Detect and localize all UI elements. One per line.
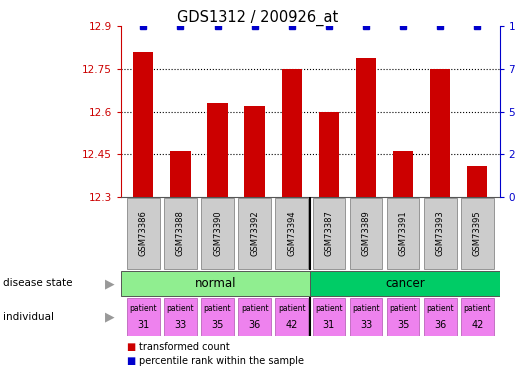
Text: GSM73391: GSM73391 — [399, 211, 407, 256]
FancyBboxPatch shape — [387, 198, 419, 269]
FancyBboxPatch shape — [164, 298, 197, 336]
Text: normal: normal — [195, 277, 236, 290]
FancyBboxPatch shape — [310, 271, 500, 296]
Text: GSM73393: GSM73393 — [436, 211, 444, 256]
FancyBboxPatch shape — [127, 298, 160, 336]
Text: 42: 42 — [285, 320, 298, 330]
Text: patient: patient — [389, 304, 417, 313]
Text: disease state: disease state — [3, 279, 72, 288]
Text: patient: patient — [204, 304, 231, 313]
FancyBboxPatch shape — [424, 198, 456, 269]
FancyBboxPatch shape — [127, 198, 160, 269]
FancyBboxPatch shape — [238, 298, 271, 336]
Text: 33: 33 — [174, 320, 186, 330]
FancyBboxPatch shape — [121, 271, 310, 296]
Text: patient: patient — [166, 304, 194, 313]
Text: 35: 35 — [397, 320, 409, 330]
Text: GSM73386: GSM73386 — [139, 210, 148, 256]
FancyBboxPatch shape — [424, 298, 456, 336]
Text: GDS1312 / 200926_at: GDS1312 / 200926_at — [177, 9, 338, 26]
FancyBboxPatch shape — [461, 198, 493, 269]
Text: GSM73387: GSM73387 — [324, 210, 333, 256]
Text: patient: patient — [426, 304, 454, 313]
Text: ■: ■ — [126, 342, 135, 352]
Text: patient: patient — [464, 304, 491, 313]
FancyBboxPatch shape — [461, 298, 493, 336]
Bar — [245, 106, 265, 197]
Text: patient: patient — [315, 304, 342, 313]
Text: cancer: cancer — [385, 277, 425, 290]
Bar — [319, 112, 339, 197]
FancyBboxPatch shape — [350, 298, 382, 336]
Text: GSM73388: GSM73388 — [176, 210, 185, 256]
Text: percentile rank within the sample: percentile rank within the sample — [139, 356, 304, 366]
Text: patient: patient — [352, 304, 380, 313]
Text: 42: 42 — [471, 320, 484, 330]
FancyBboxPatch shape — [164, 198, 197, 269]
Text: 31: 31 — [323, 320, 335, 330]
Text: 33: 33 — [360, 320, 372, 330]
FancyBboxPatch shape — [276, 298, 308, 336]
Text: transformed count: transformed count — [139, 342, 230, 352]
Text: 31: 31 — [137, 320, 149, 330]
FancyBboxPatch shape — [313, 198, 345, 269]
Text: 36: 36 — [434, 320, 447, 330]
FancyBboxPatch shape — [201, 298, 234, 336]
Bar — [208, 103, 228, 197]
Text: patient: patient — [129, 304, 157, 313]
Text: GSM73389: GSM73389 — [362, 211, 370, 256]
Text: GSM73394: GSM73394 — [287, 211, 296, 256]
Bar — [430, 69, 451, 197]
FancyBboxPatch shape — [350, 198, 382, 269]
Text: individual: individual — [3, 312, 54, 322]
Text: patient: patient — [278, 304, 305, 313]
FancyBboxPatch shape — [201, 198, 234, 269]
Bar — [170, 152, 191, 197]
Bar — [133, 52, 153, 197]
FancyBboxPatch shape — [276, 198, 308, 269]
Text: ■: ■ — [126, 356, 135, 366]
Text: patient: patient — [241, 304, 268, 313]
Bar — [282, 69, 302, 197]
FancyBboxPatch shape — [313, 298, 345, 336]
Bar — [467, 166, 488, 197]
FancyBboxPatch shape — [387, 298, 419, 336]
Text: GSM73395: GSM73395 — [473, 211, 482, 256]
Text: ▶: ▶ — [105, 310, 115, 323]
Text: GSM73390: GSM73390 — [213, 211, 222, 256]
Text: 36: 36 — [249, 320, 261, 330]
Text: GSM73392: GSM73392 — [250, 211, 259, 256]
Bar — [393, 152, 413, 197]
FancyBboxPatch shape — [238, 198, 271, 269]
Text: 35: 35 — [211, 320, 224, 330]
Text: ▶: ▶ — [105, 277, 115, 290]
Bar — [356, 57, 376, 197]
